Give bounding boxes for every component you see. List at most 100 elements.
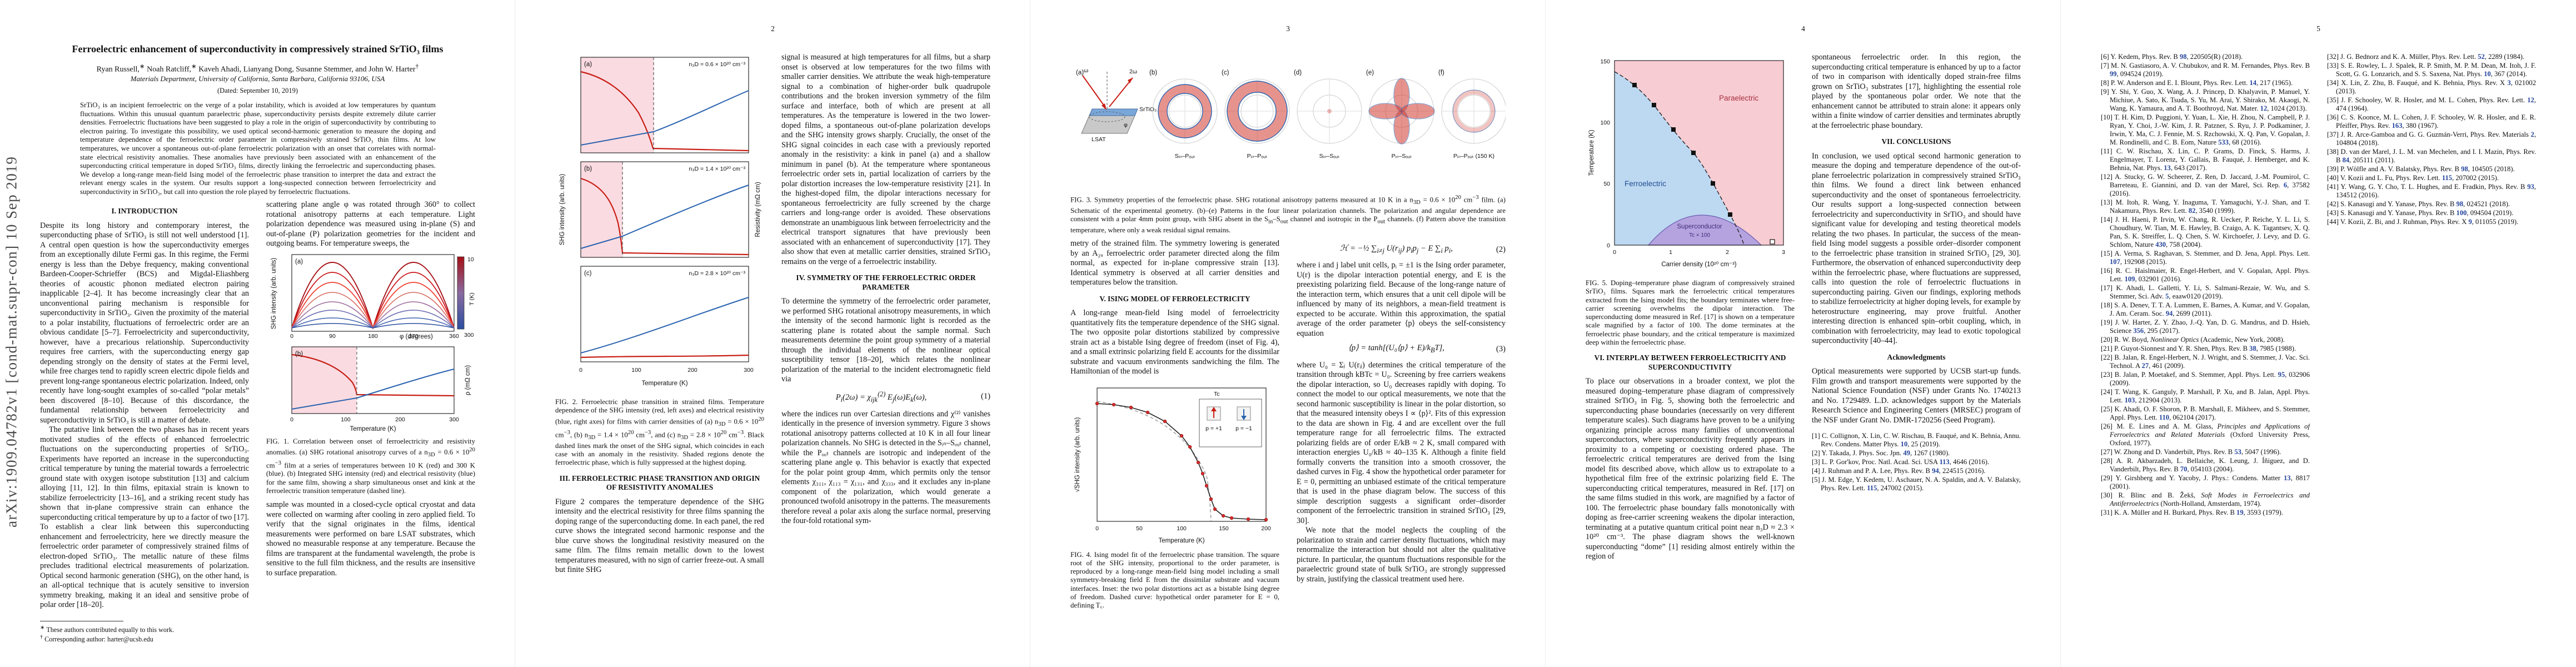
paragraph: We note that the model neglects the coup… bbox=[1297, 526, 1506, 584]
reference-item: [36] C. S. Koonce, M. L. Cohen, J. F. Sc… bbox=[2327, 113, 2536, 130]
section-heading-acknowledgments: Acknowledgments bbox=[1887, 352, 1946, 361]
fig1-colorbar-label: T (K) bbox=[469, 292, 475, 305]
fig2-panel-a-label: (a) bbox=[584, 61, 592, 68]
fig1-colorbar-bottom: 300 bbox=[464, 332, 474, 339]
fig3-substrate-label: LSAT bbox=[1092, 136, 1106, 143]
section-heading-transition: III. FERROELECTRIC PHASE TRANSITION AND … bbox=[559, 474, 760, 492]
paragraph: scattering plane angle φ was rotated thr… bbox=[266, 200, 475, 248]
fig1-panel-b-label: (b) bbox=[295, 351, 303, 357]
fig3-polar-e: (e) Pᵢₙ–Sₒᵤₜ bbox=[1366, 69, 1435, 160]
p5-right-column: [32] J. G. Bednorz and K. A. Müller, Phy… bbox=[2327, 53, 2536, 640]
authors-line: Ryan Russell,∗ Noah Ratcliff,∗ Kaveh Aha… bbox=[96, 63, 419, 74]
tick: 50 bbox=[1136, 525, 1143, 532]
tick: 200 bbox=[1261, 525, 1271, 532]
tick: 1 bbox=[1669, 249, 1672, 256]
reference-item: [38] D. van der Marel, J. L. M. van Mech… bbox=[2327, 148, 2536, 164]
fig1-ylabel-right: ρ (mΩ cm) bbox=[465, 365, 471, 395]
fig3-geometry-c: Pᵢₙ–Pₒᵤₜ bbox=[1247, 153, 1268, 160]
p1-left-column: I. INTRODUCTION Despite its long history… bbox=[40, 200, 249, 640]
tick: 0 bbox=[579, 367, 582, 374]
fig3-polar-c: (c) Pᵢₙ–Pₒᵤₜ bbox=[1222, 69, 1290, 160]
fig1-colorbar bbox=[457, 256, 465, 329]
fig5-superconducting-dome bbox=[1647, 215, 1762, 246]
fig2-ylabel-left: SHG intensity (arb. units) bbox=[559, 174, 566, 246]
figure-1: (a) 10 300 T (K) SHG intensity (arb. uni… bbox=[271, 254, 475, 432]
reference-item: [42] S. Kanasugi and Y. Yanase, Phys. Re… bbox=[2327, 200, 2510, 208]
paragraph: Optical measurements were supported by U… bbox=[1812, 367, 2021, 425]
paragraph: The putative link between the two phases… bbox=[40, 425, 249, 609]
fig2-annotation-b: n₃D = 1.4 × 10²⁰ cm⁻³ bbox=[689, 166, 745, 172]
tick: 270 bbox=[408, 333, 418, 340]
tick: 360 bbox=[449, 333, 459, 340]
fig3-label-c: (c) bbox=[1222, 69, 1229, 76]
fig3-film-label: SrTiO₃ bbox=[1139, 106, 1157, 113]
arxiv-stamp: arXiv:1909.04782v1 [cond-mat.supr-con] 1… bbox=[3, 156, 20, 528]
fig3-polar-b: (b) Sᵢₙ–Pₒᵤₜ bbox=[1149, 69, 1218, 160]
tick: 0 bbox=[1095, 525, 1099, 532]
reference-item: [5] J. M. Edge, Y. Kedem, U. Aschauer, N… bbox=[1812, 476, 2021, 492]
p5-left-column: [6] Y. Kedem, Phys. Rev. B 98, 220505(R)… bbox=[2101, 53, 2310, 640]
paragraph: spontaneous ferroelectric order. In this… bbox=[1812, 53, 2021, 130]
reference-item: [31] K. A. Müller and H. Burkard, Phys. … bbox=[2101, 509, 2283, 516]
page-5: 5 [6] Y. Kedem, Phys. Rev. B 98, 220505(… bbox=[2060, 0, 2576, 667]
fig1-colorbar-top: 10 bbox=[467, 256, 474, 263]
section-heading-interplay: VI. INTERPLAY BETWEEN FERROELECTRICITY A… bbox=[1594, 354, 1786, 371]
reference-item: [23] B. Jalan, P. Moetakef, and S. Stemm… bbox=[2101, 371, 2310, 387]
page-3: 3 (a) ω 2ω φ LSAT SrTiO₃ (b) bbox=[1030, 0, 1546, 667]
reference-item: [14] J. H. Haeni, P. Irvin, W. Chang, R.… bbox=[2101, 216, 2310, 248]
fig3-geometry-d: Sᵢₙ–Sₒᵤₜ bbox=[1319, 153, 1340, 160]
p4-right-column: spontaneous ferroelectric order. In this… bbox=[1812, 53, 2021, 640]
p3-right-column: ℋ = −½ ∑i≠j U(rij) pipj − E ∑i pi, (2) w… bbox=[1297, 239, 1506, 640]
fig1-panel-a-label: (a) bbox=[295, 258, 303, 265]
fig3-omega-label: ω bbox=[1084, 67, 1088, 74]
fig2-panel-c-label: (c) bbox=[584, 270, 592, 277]
figure-3: (a) ω 2ω φ LSAT SrTiO₃ (b) Sᵢₙ–Pₒᵤₜ bbox=[1076, 67, 1506, 160]
fig3-label-d: (d) bbox=[1294, 69, 1302, 76]
reference-item: [7] M. N. Gastiasoro, A. V. Chubukov, an… bbox=[2101, 62, 2310, 78]
footnote-corresponding-author: † Corresponding author: harter@ucsb.edu bbox=[40, 634, 153, 644]
fig3-label-e: (e) bbox=[1366, 69, 1374, 76]
fig2-xlabel: Temperature (K) bbox=[641, 380, 687, 387]
fig4-ylabel: √SHG intensity (arb. units) bbox=[1074, 417, 1081, 492]
paragraph: A long-range mean-field Ising model of f… bbox=[1070, 308, 1279, 376]
paragraph: Figure 2 compares the temperature depend… bbox=[555, 497, 764, 575]
fig4-inset-up-label: p = +1 bbox=[1205, 425, 1222, 432]
tick: 200 bbox=[395, 416, 405, 423]
equation-1: Pi(2ω) = χijk(2) Ej(ω)Ek(ω), (1) bbox=[781, 390, 990, 405]
reference-item: [44] V. Kozii, Z. Bi, and J. Ruhman, Phy… bbox=[2327, 218, 2519, 226]
fig4-caption: FIG. 4. Ising model fit of the ferroelec… bbox=[1070, 550, 1279, 610]
tick: 300 bbox=[449, 416, 459, 423]
figure-5: Paraelectric Ferroelectric Superconducto… bbox=[1588, 58, 1785, 268]
tick: 100 bbox=[1177, 525, 1187, 532]
tick: 100 bbox=[1600, 120, 1610, 126]
fig3-geometry-f: Pᵢₙ–Pₒᵤₜ (150 K) bbox=[1453, 153, 1494, 160]
reference-item: [22] B. Jalan, R. Engel-Herbert, N. J. W… bbox=[2101, 354, 2310, 370]
reference-item: [8] P. W. Anderson and E. I. Blount, Phy… bbox=[2101, 79, 2293, 87]
paragraph: metry of the strained film. The symmetry… bbox=[1070, 239, 1279, 287]
paragraph: where U₀ = Σⱼ U(rᵢⱼ) determines the crit… bbox=[1297, 360, 1506, 525]
tick: 2 bbox=[1726, 249, 1729, 256]
section-heading-introduction: I. INTRODUCTION bbox=[111, 207, 178, 215]
paragraph: where the indices run over Cartesian dir… bbox=[781, 409, 990, 526]
page-number: 2 bbox=[771, 24, 775, 33]
reference-item: [43] S. Kanasugi and Y. Yanase, Phys. Re… bbox=[2327, 209, 2514, 217]
tick: 100 bbox=[631, 367, 641, 374]
page-number: 4 bbox=[1801, 24, 1805, 33]
fig5-paraelectric-label: Paraelectric bbox=[1719, 94, 1759, 102]
fig2-annotation-a: n₃D = 0.6 × 10²⁰ cm⁻³ bbox=[689, 61, 745, 68]
fig4-xlabel: Temperature (K) bbox=[1158, 537, 1204, 544]
reference-item: [26] M. E. Lines and A. M. Glass, Princi… bbox=[2101, 422, 2310, 447]
reference-item: [25] K. Ahadi, O. F. Shoron, P. B. Marsh… bbox=[2101, 405, 2310, 421]
fig2-caption: FIG. 2. Ferroelectric phase transition i… bbox=[555, 398, 764, 467]
abstract: SrTiO₃ is an incipient ferroelectric on … bbox=[80, 101, 436, 196]
reference-item: [27] W. Zhong and D. Vanderbilt, Phys. R… bbox=[2101, 448, 2281, 456]
footnotes: ∗ These authors contributed equally to t… bbox=[40, 618, 249, 644]
paragraph: sample was mounted in a closed-cycle opt… bbox=[266, 500, 475, 578]
footnote-equal-contribution: ∗ These authors contributed equally to t… bbox=[40, 624, 175, 634]
fig1-xlabel-b: Temperature (K) bbox=[350, 426, 396, 432]
reference-item: [10] T. H. Kim, D. Puggioni, Y. Yuan, L.… bbox=[2101, 113, 2310, 146]
tick: 3 bbox=[1782, 249, 1785, 256]
fig5-caption: FIG. 5. Doping–temperature phase diagram… bbox=[1586, 279, 1795, 347]
p1-right-column: scattering plane angle φ was rotated thr… bbox=[266, 200, 475, 640]
